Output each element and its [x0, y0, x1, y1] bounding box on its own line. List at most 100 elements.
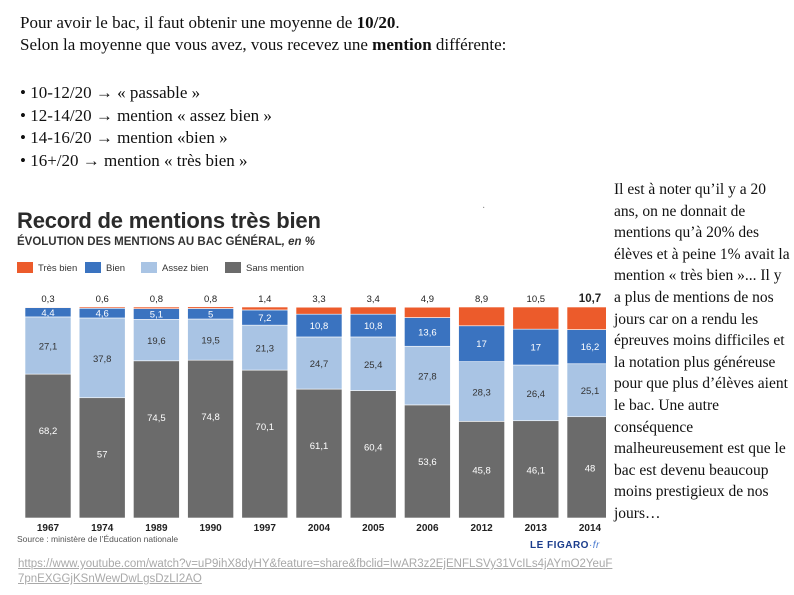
intro-line-2-start: Selon la moyenne que vous avez, vous rec… — [20, 35, 373, 54]
intro-line-2: Selon la moyenne que vous avez, vous rec… — [20, 34, 506, 56]
bar-assez-bien-2004 — [295, 336, 343, 390]
youtube-link[interactable]: https://www.youtube.com/watch?v=uP9ihX8d… — [18, 558, 613, 585]
data-label-tres-bien-1974: 0,6 — [96, 294, 109, 305]
bar-sans-mention-2004 — [295, 388, 343, 519]
data-label-bien-1990: 5 — [208, 309, 213, 320]
bar-tres-bien-1989 — [133, 306, 180, 309]
bar-assez-bien-2005 — [349, 336, 397, 391]
intro-line-1-start: Pour avoir le bac, il faut obtenir une m… — [20, 13, 357, 32]
x-tick-label-2014: 2014 — [579, 523, 602, 534]
legend-swatch-bien — [85, 262, 101, 273]
intro-line-1-bold: 10/20 — [356, 13, 396, 32]
bar-assez-bien-2006 — [404, 345, 451, 406]
data-label-tres-bien-2012: 8,9 — [475, 294, 488, 305]
chart-subtitle-unit: , en % — [281, 236, 315, 248]
bar-sans-mention-2014 — [566, 416, 606, 519]
bar-sans-mention-1989 — [133, 360, 180, 519]
bar-tres-bien-2012 — [458, 306, 505, 327]
bar-assez-bien-1990 — [187, 318, 234, 361]
bar-sans-mention-2006 — [404, 404, 451, 519]
data-label-sans-mention-2013: 46,1 — [527, 465, 546, 476]
data-label-bien-2013: 17 — [531, 343, 542, 354]
bar-assez-bien-1989 — [133, 319, 180, 362]
bar-bien-2012 — [458, 325, 505, 362]
figaro-logo-suffix: ·fr — [588, 540, 600, 551]
data-label-assez-bien-1967: 27,1 — [39, 342, 58, 353]
intro-line-1-end: . — [395, 13, 400, 32]
legend-swatch-tres-bien — [17, 262, 33, 273]
data-label-sans-mention-1997: 70,1 — [256, 422, 275, 433]
intro-line-2-bold: mention — [372, 35, 432, 54]
data-label-tres-bien-2014: 10,7 — [579, 293, 601, 305]
chart-title: Record de mentions très bien — [17, 208, 321, 233]
data-label-sans-mention-2005: 60,4 — [364, 443, 383, 454]
legend-label-tres-bien: Très bien — [38, 263, 77, 274]
data-label-bien-2005: 10,8 — [364, 321, 383, 332]
data-label-bien-1967: 4,4 — [41, 308, 54, 319]
bar-bien-2014 — [566, 329, 606, 365]
data-label-assez-bien-2014: 25,1 — [581, 386, 600, 397]
data-label-bien-2006: 13,6 — [418, 327, 437, 338]
x-tick-label-1989: 1989 — [145, 523, 168, 534]
bar-tres-bien-1990 — [187, 306, 234, 309]
x-tick-label-2013: 2013 — [525, 523, 548, 534]
data-label-bien-1989: 5,1 — [150, 310, 163, 321]
x-tick-label-1997: 1997 — [254, 523, 277, 534]
data-label-bien-1974: 4,6 — [96, 309, 109, 320]
bar-assez-bien-2012 — [458, 361, 505, 422]
bar-assez-bien-2014 — [566, 363, 606, 418]
data-label-sans-mention-1990: 74,8 — [201, 412, 220, 423]
data-label-sans-mention-1989: 74,5 — [147, 413, 166, 424]
data-label-sans-mention-2004: 61,1 — [310, 441, 329, 452]
legend-label-sans-mention: Sans mention — [246, 263, 304, 274]
bar-sans-mention-1990 — [187, 359, 234, 519]
mention-list: • 10-12/20 → « passable » • 12-14/20 → m… — [20, 82, 272, 172]
bar-bien-2013 — [512, 328, 560, 366]
legend-label-bien: Bien — [106, 263, 125, 274]
data-label-assez-bien-2012: 28,3 — [472, 388, 491, 399]
mention-item: • 12-14/20 → mention « assez bien » — [20, 105, 272, 125]
intro-line-1: Pour avoir le bac, il faut obtenir une m… — [20, 12, 506, 34]
intro-text: Pour avoir le bac, il faut obtenir une m… — [20, 12, 506, 56]
figaro-logo: LE FIGARO·fr — [530, 540, 600, 551]
bar-assez-bien-2013 — [512, 364, 560, 422]
data-label-sans-mention-1974: 57 — [97, 450, 108, 461]
bar-bien-2006 — [404, 317, 451, 347]
data-label-tres-bien-1997: 1,4 — [258, 294, 271, 305]
data-label-assez-bien-2004: 24,7 — [310, 359, 329, 370]
data-label-assez-bien-2005: 25,4 — [364, 360, 383, 371]
x-tick-label-2004: 2004 — [308, 523, 331, 534]
data-label-assez-bien-1989: 19,6 — [147, 336, 166, 347]
bar-assez-bien-1974 — [78, 317, 126, 399]
data-label-tres-bien-2006: 4,9 — [421, 294, 434, 305]
bar-sans-mention-2012 — [458, 421, 505, 519]
data-label-assez-bien-1997: 21,3 — [256, 344, 275, 355]
data-label-assez-bien-1990: 19,5 — [201, 336, 220, 347]
x-tick-label-2005: 2005 — [362, 523, 385, 534]
bar-tres-bien-2006 — [404, 306, 451, 318]
chart-figure: Très bien Bien Assez bien Sans mention 68,2 2… — [12, 205, 606, 585]
mention-item: • 10-12/20 → « passable » — [20, 83, 201, 102]
bar-tres-bien-1997 — [241, 306, 289, 311]
mention-item: • 16+/20 → mention « très bien » — [20, 150, 248, 170]
x-tick-label-1967: 1967 — [37, 523, 60, 534]
chart-subtitle-text: ÉVOLUTION DES MENTIONS AU BAC GÉNÉRAL — [17, 236, 282, 248]
bar-assez-bien-1967 — [24, 316, 72, 375]
x-tick-label-2006: 2006 — [416, 523, 439, 534]
data-label-assez-bien-1974: 37,8 — [93, 354, 112, 365]
data-label-tres-bien-2005: 3,4 — [367, 294, 380, 305]
data-label-tres-bien-1989: 0,8 — [150, 294, 163, 305]
legend-swatch-assez-bien — [141, 262, 157, 273]
legend-swatch-sans-mention — [225, 262, 241, 273]
mention-item: • 14-16/20 → mention «bien » — [20, 128, 228, 147]
bar-sans-mention-2013 — [512, 420, 560, 519]
intro-line-2-end: différente: — [431, 35, 507, 54]
x-tick-label-1974: 1974 — [91, 523, 114, 534]
data-label-bien-2014: 16,2 — [581, 342, 600, 353]
data-label-bien-2004: 10,8 — [310, 321, 329, 332]
bar-sans-mention-1997 — [241, 369, 289, 519]
data-label-tres-bien-1967: 0,3 — [41, 294, 54, 305]
data-label-bien-2012: 17 — [476, 339, 487, 350]
data-label-sans-mention-2006: 53,6 — [418, 457, 437, 468]
data-label-tres-bien-1990: 0,8 — [204, 294, 217, 305]
